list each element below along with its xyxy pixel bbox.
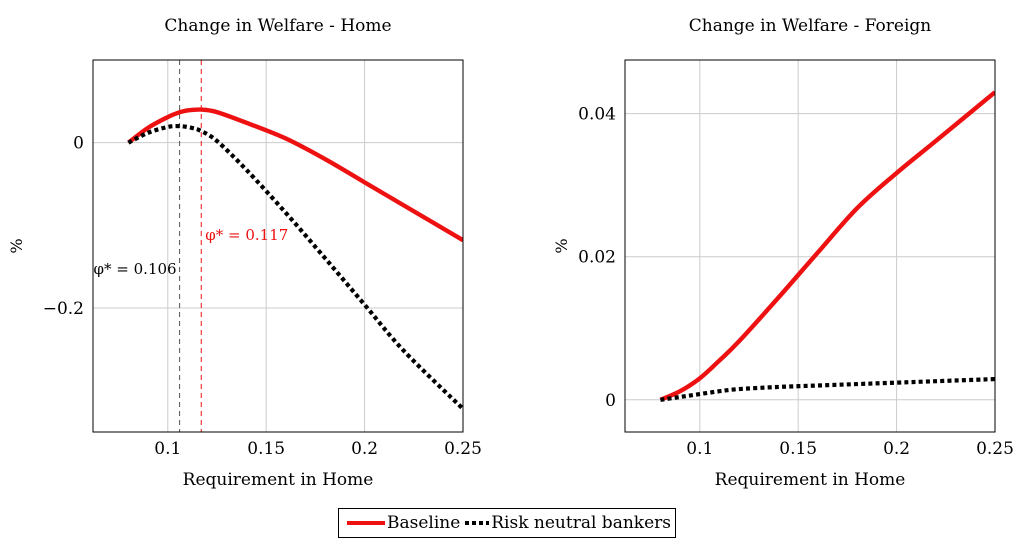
x-tick-label: 0.25 xyxy=(976,439,1014,459)
x-tick-label: 0.1 xyxy=(686,439,713,459)
y-tick-label: −0.2 xyxy=(43,299,84,319)
chart-1: 0.1 0.15 0.2 0.25 0 −0.2 Change in Welfare - H… xyxy=(7,16,482,490)
series-line-baseline xyxy=(659,90,995,402)
legend-label-baseline: Baseline xyxy=(386,513,461,533)
chart-title: Change in Welfare - Home xyxy=(164,16,391,36)
x-tick-label: 0.2 xyxy=(883,439,910,459)
chart-2: 0.1 0.15 0.2 0.25 0 0.02 0.04 Change in Welfare… xyxy=(552,16,1014,490)
series-line-risk-neutral-bankers xyxy=(127,123,463,411)
x-tick-label: 0.15 xyxy=(247,439,285,459)
x-tick-label: 0.25 xyxy=(444,439,482,459)
y-tick-label: 0 xyxy=(605,391,616,411)
x-axis-label: Requirement in Home xyxy=(183,470,374,490)
series-line-baseline xyxy=(127,107,463,243)
threshold-annotation: φ* = 0.106 xyxy=(94,260,177,278)
plot-frame xyxy=(92,59,464,433)
x-tick-label: 0.2 xyxy=(351,439,378,459)
series-line-risk-neutral-bankers xyxy=(660,376,995,402)
x-axis-label: Requirement in Home xyxy=(715,470,906,490)
y-tick-label: 0 xyxy=(73,134,84,154)
x-tick-label: 0.15 xyxy=(779,439,817,459)
y-tick-label: 0.02 xyxy=(578,248,616,268)
y-axis-label: % xyxy=(552,238,571,253)
x-tick-label: 0.1 xyxy=(154,439,181,459)
threshold-annotation: φ* = 0.117 xyxy=(205,226,288,244)
legend: Baseline Risk neutral bankers xyxy=(338,508,676,538)
plot-frame xyxy=(624,59,996,433)
y-tick-label: 0.04 xyxy=(578,105,616,125)
legend-swatch-risk-neutral xyxy=(465,521,490,525)
legend-swatch-baseline xyxy=(347,521,385,525)
figure: 0.1 0.15 0.2 0.25 0 −0.2 Change in Welfare - H… xyxy=(7,16,1014,490)
chart-title: Change in Welfare - Foreign xyxy=(689,16,932,36)
y-axis-label: % xyxy=(7,238,26,253)
legend-label-risk-neutral: Risk neutral bankers xyxy=(491,513,671,533)
